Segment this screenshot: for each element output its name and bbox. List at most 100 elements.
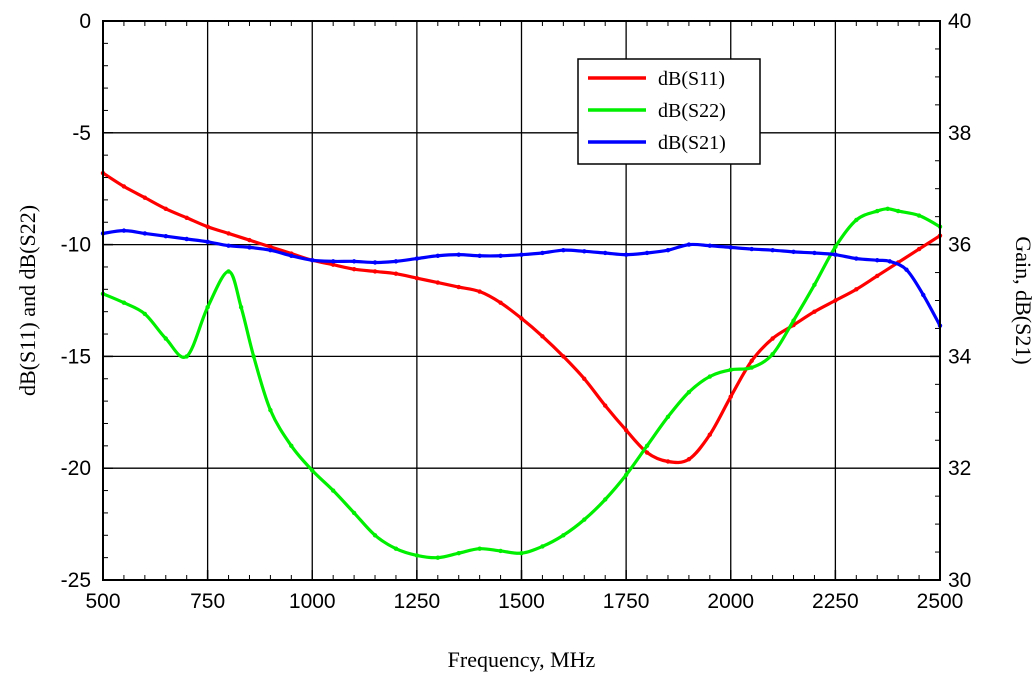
data-point xyxy=(686,242,692,247)
data-point xyxy=(728,367,733,373)
x-axis-title: Frequency, MHz xyxy=(448,647,596,672)
data-point xyxy=(686,457,692,462)
data-point xyxy=(665,459,671,464)
data-point xyxy=(247,237,252,243)
y-left-tick-label: 0 xyxy=(79,10,91,33)
data-point xyxy=(310,258,315,263)
data-point xyxy=(561,247,566,253)
data-point xyxy=(833,244,838,250)
x-tick-label: 500 xyxy=(85,590,120,613)
grid xyxy=(102,20,941,581)
data-point xyxy=(540,544,545,549)
data-point xyxy=(435,253,440,258)
data-point xyxy=(477,289,482,294)
data-point xyxy=(665,414,671,419)
data-point xyxy=(603,497,608,502)
data-point xyxy=(121,184,127,189)
data-point xyxy=(885,206,890,212)
data-point xyxy=(289,253,294,258)
data-point xyxy=(833,298,838,303)
axis-ticks xyxy=(102,20,941,581)
y-axis-left-title: dB(S11) and dB(S22) xyxy=(15,205,40,396)
data-point xyxy=(456,550,461,556)
data-point xyxy=(916,213,922,218)
legend-label: dB(S22) xyxy=(658,100,726,122)
data-point xyxy=(644,250,650,256)
legend: dB(S11) dB(S22) dB(S21) xyxy=(577,58,761,165)
data-point xyxy=(121,228,127,233)
data-point xyxy=(686,389,692,395)
data-point xyxy=(142,231,148,236)
data-point xyxy=(707,374,713,379)
data-point xyxy=(519,550,524,556)
data-point xyxy=(393,259,399,264)
y-right-tick-label: 30 xyxy=(948,569,971,592)
data-point xyxy=(875,258,880,263)
data-point xyxy=(351,510,357,516)
data-point xyxy=(728,245,733,250)
data-point xyxy=(142,311,148,317)
data-point xyxy=(582,249,587,254)
x-tick-label: 2500 xyxy=(917,590,964,613)
data-point xyxy=(268,407,273,413)
data-point xyxy=(184,236,189,242)
data-point xyxy=(372,260,378,265)
data-point xyxy=(498,548,503,554)
data-point xyxy=(268,247,273,253)
data-point xyxy=(540,334,545,339)
data-point xyxy=(770,336,775,341)
x-tick-label: 2250 xyxy=(812,590,859,613)
y-right-tick-label: 36 xyxy=(948,234,971,257)
data-point xyxy=(707,243,713,248)
data-point xyxy=(623,472,629,478)
data-point xyxy=(749,358,754,364)
data-point xyxy=(749,246,754,252)
data-point xyxy=(887,259,892,264)
plot-series xyxy=(100,170,943,560)
data-point xyxy=(519,252,524,257)
y-left-tick-label: -15 xyxy=(61,345,91,368)
data-point xyxy=(921,292,926,298)
data-point xyxy=(812,250,817,256)
data-point xyxy=(854,217,859,223)
x-tick-label: 1750 xyxy=(603,590,650,613)
data-point xyxy=(477,546,482,551)
data-point xyxy=(623,427,629,433)
y-right-tick-label: 32 xyxy=(948,457,971,480)
y-left-tick-label: -10 xyxy=(61,234,91,257)
series-1 xyxy=(100,206,943,560)
data-point xyxy=(498,300,503,305)
data-point xyxy=(770,247,775,253)
series-2 xyxy=(100,228,943,328)
data-point xyxy=(435,555,440,560)
data-point xyxy=(540,250,545,256)
data-point xyxy=(205,305,210,310)
data-point xyxy=(268,244,273,250)
y-right-tick-label: 38 xyxy=(948,122,971,145)
data-point xyxy=(707,432,713,437)
data-point xyxy=(749,365,754,370)
data-point xyxy=(916,246,922,252)
data-point xyxy=(238,305,244,310)
x-tick-label: 1500 xyxy=(498,590,545,613)
data-point xyxy=(603,250,608,256)
data-point xyxy=(833,252,838,257)
data-point xyxy=(184,215,189,220)
data-point xyxy=(644,443,650,449)
series-0 xyxy=(100,170,943,465)
data-point xyxy=(226,269,231,274)
data-point xyxy=(251,354,256,359)
data-point xyxy=(854,256,859,261)
data-point xyxy=(226,243,231,248)
data-point xyxy=(791,318,796,323)
data-point xyxy=(561,533,566,538)
data-point xyxy=(582,376,587,381)
data-point xyxy=(477,253,482,258)
data-point xyxy=(623,252,629,257)
data-point xyxy=(728,394,733,399)
data-point xyxy=(414,275,420,281)
tick-labels: 500 750 1000 1250 1500 1750 2000 2250 2500 0 -5 -10… xyxy=(61,10,972,613)
data-point xyxy=(163,336,168,341)
data-point xyxy=(372,533,378,538)
